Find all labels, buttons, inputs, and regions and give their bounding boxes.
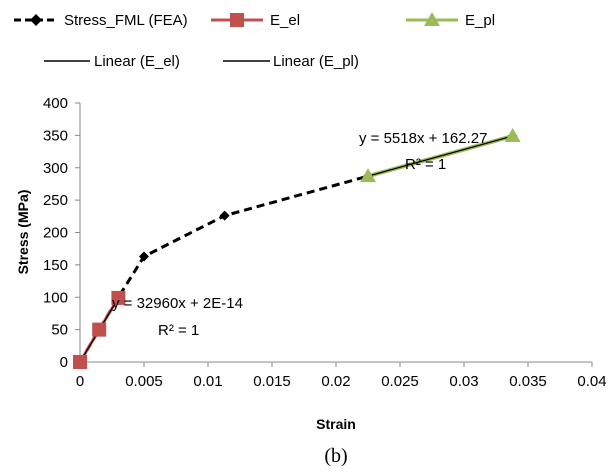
legend-fea-label: Stress_FML (FEA) (64, 12, 188, 29)
fea-series-line (78, 134, 514, 363)
x-tick-label: 0.02 (321, 373, 350, 390)
x-tick-label: 0.03 (449, 373, 478, 390)
annotation-e-el-r2: R² = 1 (158, 322, 199, 339)
e-pl-point (360, 168, 376, 183)
axes: 0 50 100 150 200 250 300 350 400 0 0.005 0.01 0.015… (43, 95, 607, 390)
legend-item-fea: Stress_FML (FEA) (14, 12, 188, 29)
e-el-point (111, 290, 126, 305)
y-tick-label: 300 (43, 160, 68, 177)
plot-area (73, 128, 521, 369)
legend-item-e-el: E_el (211, 12, 300, 29)
y-axis-title: Stress (MPa) (15, 190, 31, 275)
legend-item-linear-e-el: Linear (E_el) (44, 53, 180, 70)
x-tick-group: 0 0.005 0.01 0.015 0.02 0.025 0.03 0.035 0.04 (76, 362, 607, 390)
linear-e-pl-trendline (367, 135, 513, 177)
legend: Stress_FML (FEA) E_el E_pl Linear (E_el)… (14, 12, 495, 70)
e-el-point (73, 355, 87, 369)
y-tick-label: 0 (60, 354, 68, 371)
y-tick-label: 200 (43, 225, 68, 242)
legend-fea-diamond-icon (30, 14, 42, 26)
legend-e-pl-label: E_pl (465, 12, 495, 29)
legend-linear-e-el-label: Linear (E_el) (94, 53, 180, 70)
y-tick-label: 350 (43, 127, 68, 144)
annotation-e-pl: y = 5518x + 162.27 R² = 1 (359, 130, 487, 173)
x-tick-label: 0 (76, 373, 84, 390)
annotation-e-el-equation: y = 32960x + 2E-14 (112, 295, 243, 312)
e-pl-point (504, 128, 521, 143)
y-tick-label: 150 (43, 257, 68, 274)
x-tick-label: 0.025 (381, 373, 419, 390)
e-el-point (92, 322, 107, 337)
legend-e-el-square-icon (230, 13, 244, 27)
annotation-e-pl-equation: y = 5518x + 162.27 (359, 130, 487, 147)
x-tick-label: 0.005 (125, 373, 163, 390)
y-tick-group: 0 50 100 150 200 250 300 350 400 (43, 95, 80, 371)
annotation-e-el: y = 32960x + 2E-14 R² = 1 (112, 295, 243, 339)
legend-item-e-pl: E_pl (406, 12, 495, 29)
legend-e-el-label: E_el (270, 12, 300, 29)
y-tick-label: 400 (43, 95, 68, 112)
legend-e-pl-triangle-icon (424, 12, 440, 26)
x-axis-title: Strain (316, 416, 356, 432)
fea-point (139, 251, 149, 262)
y-tick-label: 250 (43, 192, 68, 209)
fea-point (219, 210, 230, 221)
x-tick-label: 0.035 (509, 373, 547, 390)
y-tick-label: 50 (51, 322, 68, 339)
legend-linear-e-pl-label: Linear (E_pl) (273, 53, 359, 70)
annotation-e-pl-r2: R² = 1 (405, 156, 446, 173)
figure-caption: (b) (324, 445, 347, 467)
legend-item-linear-e-pl: Linear (E_pl) (223, 53, 359, 70)
y-tick-label: 100 (43, 289, 68, 306)
x-tick-label: 0.015 (253, 373, 291, 390)
x-tick-label: 0.01 (193, 373, 222, 390)
x-tick-label: 0.04 (577, 373, 606, 390)
